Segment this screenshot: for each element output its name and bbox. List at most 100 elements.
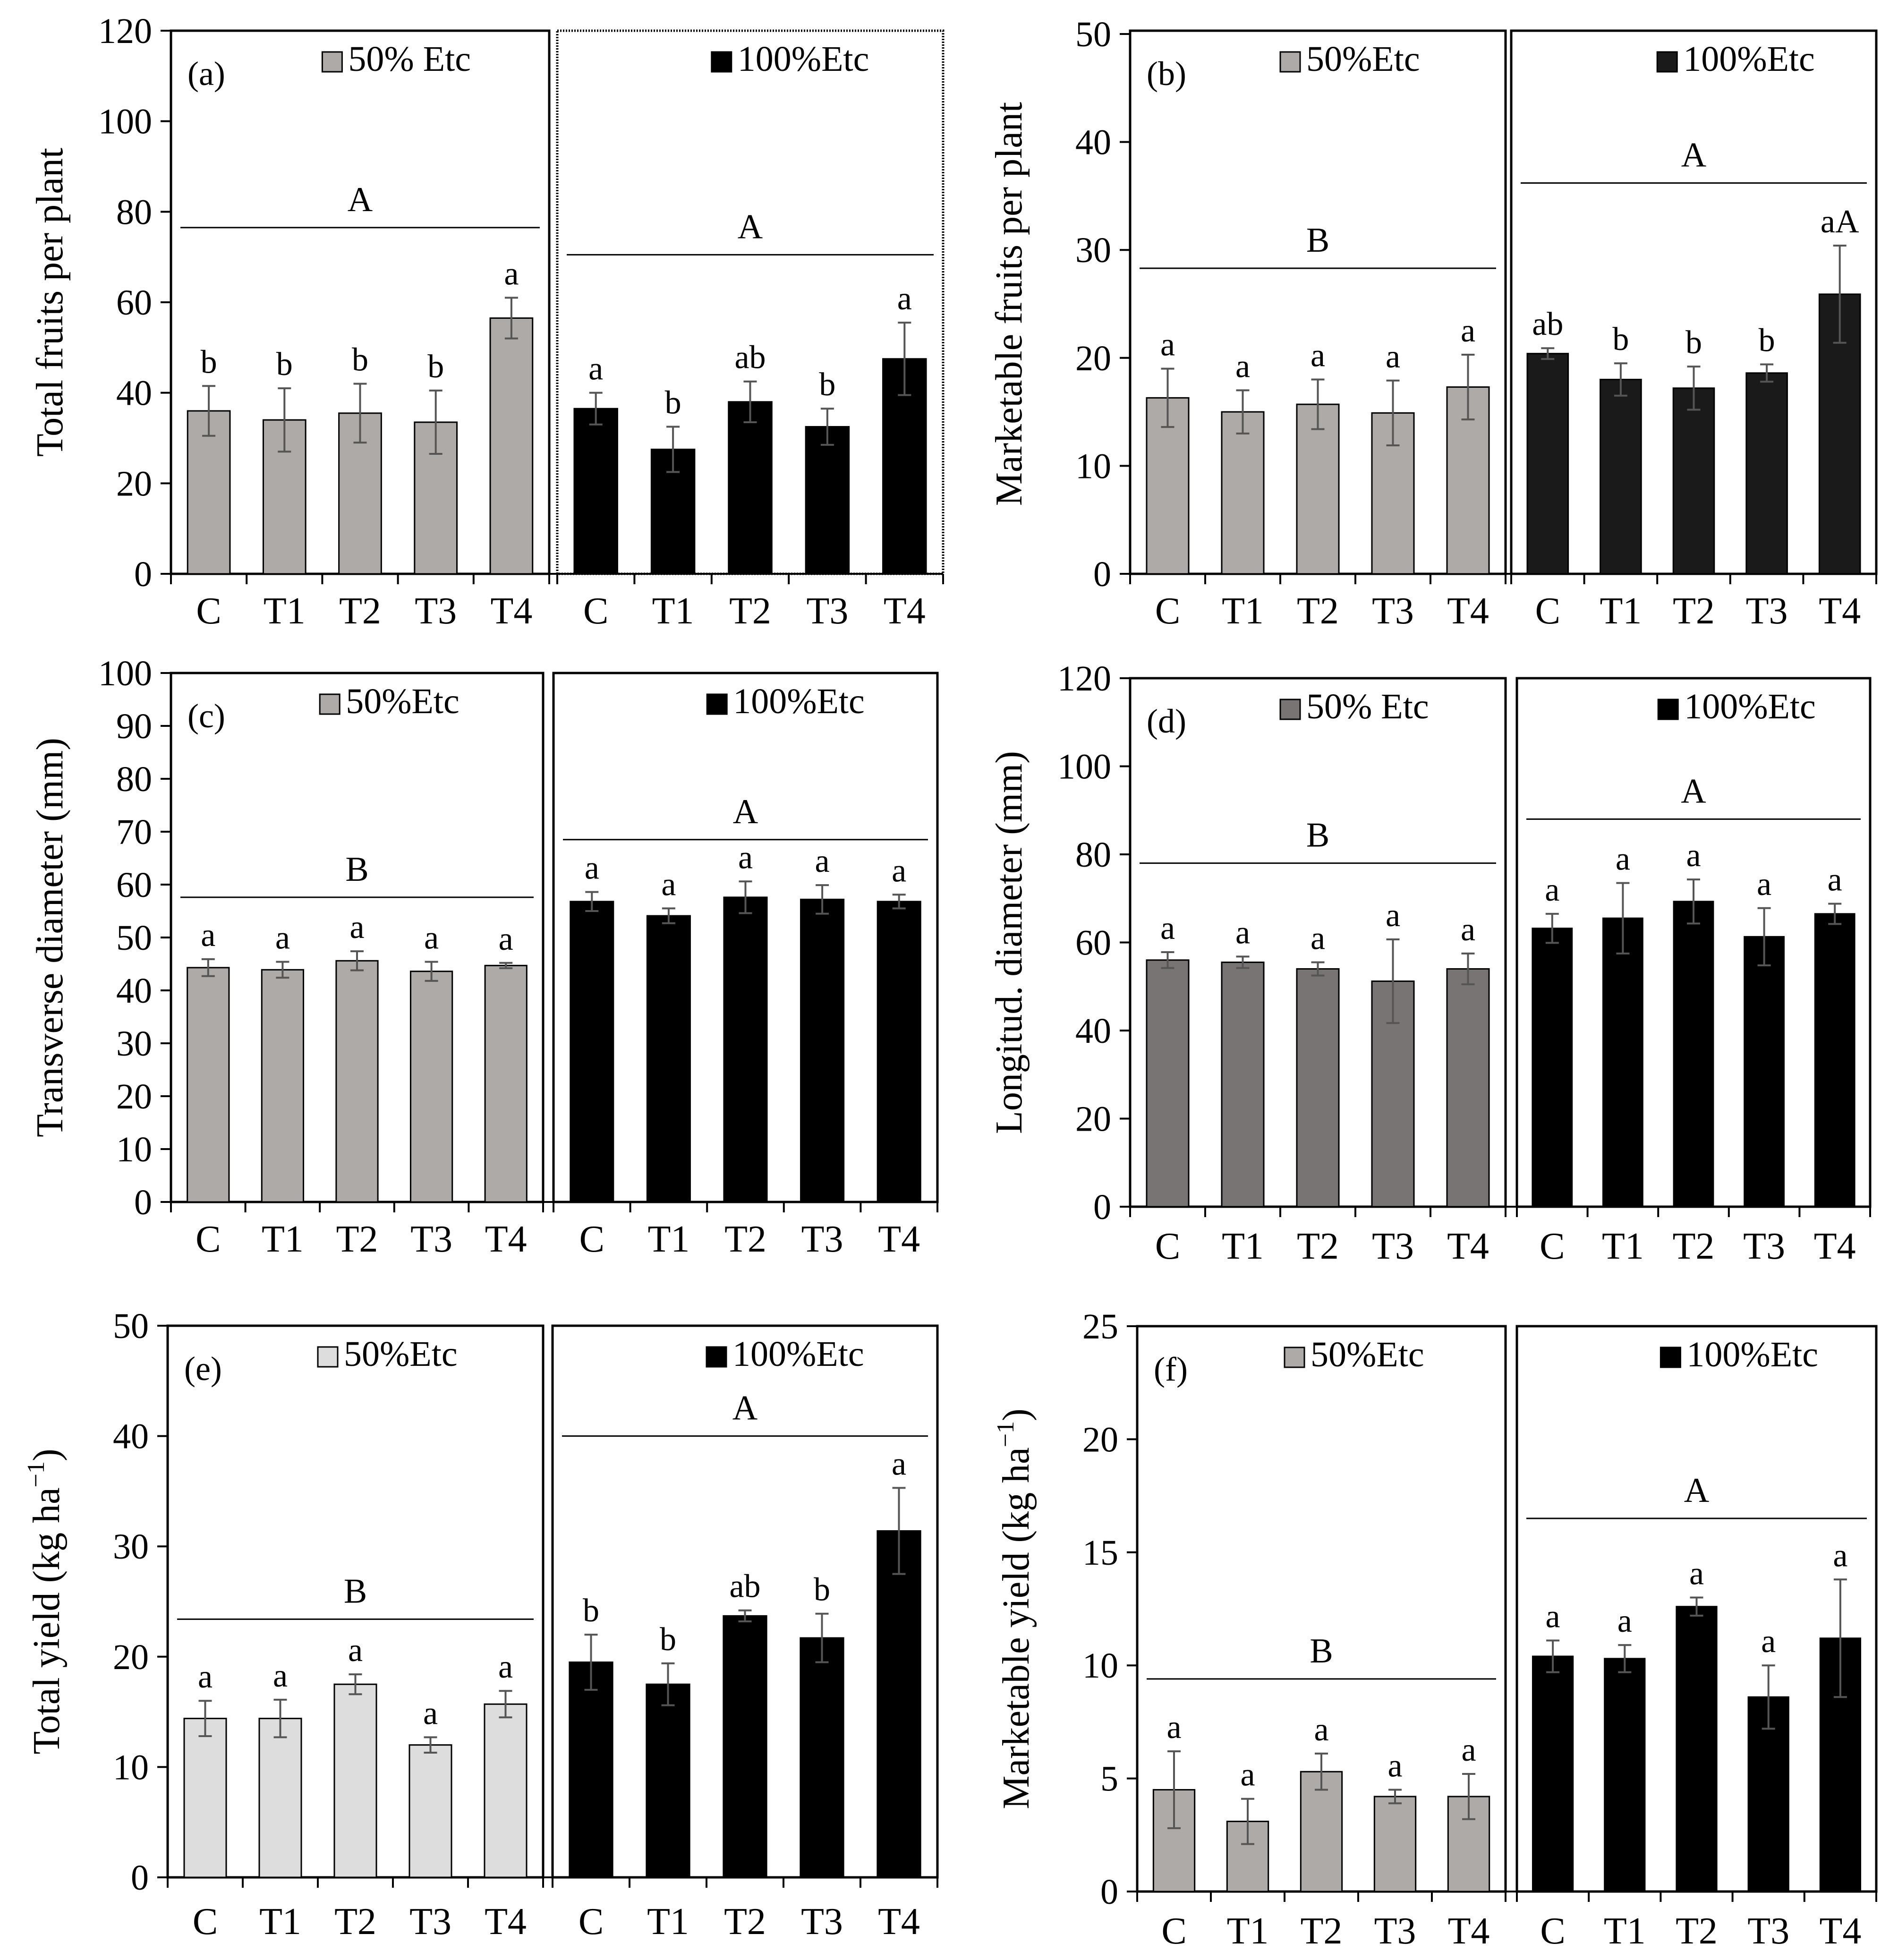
significance-letter: a: [275, 920, 290, 956]
y-axis-label: Transverse diameter (mm): [29, 738, 71, 1137]
x-tick-label: T3: [1372, 590, 1414, 632]
significance-letter: a: [349, 909, 364, 946]
x-tick-label: T3: [1747, 1910, 1789, 1952]
x-tick-label: C: [1155, 590, 1180, 632]
group-letter: A: [738, 207, 763, 246]
significance-letter: a: [1387, 1748, 1402, 1784]
significance-letter: a: [661, 866, 676, 903]
legend-label: 50% Etc: [1306, 687, 1429, 726]
y-tick-label: 80: [116, 759, 152, 799]
group-letter: A: [1681, 136, 1706, 174]
significance-letter: a: [1828, 861, 1842, 898]
legend-swatch: [317, 1346, 339, 1368]
y-tick-label: 50: [1075, 15, 1111, 54]
significance-letter: a: [273, 1658, 288, 1694]
y-tick-label: 0: [1093, 1187, 1111, 1227]
y-tick-label: 30: [116, 1024, 152, 1064]
bar: [1296, 968, 1340, 1208]
significance-letter: a: [1616, 841, 1630, 878]
y-tick-label: 10: [1082, 1646, 1118, 1686]
x-tick-label: T2: [1297, 1226, 1339, 1267]
x-tick-label: T2: [1676, 1910, 1718, 1952]
legend-swatch: [711, 51, 732, 73]
significance-letter: a: [1686, 837, 1701, 874]
y-tick-label: 80: [1075, 835, 1111, 875]
group-letter: B: [1310, 1632, 1333, 1670]
group-letter: A: [1684, 1471, 1709, 1510]
y-axis-label: Marketable fruits per plant: [988, 102, 1030, 506]
x-tick-label: T3: [806, 590, 848, 632]
x-tick-label: T2: [1297, 590, 1339, 632]
bar: [1532, 928, 1573, 1208]
y-tick-label: 40: [113, 1417, 149, 1457]
bar: [1532, 1655, 1574, 1892]
y-tick-label: 20: [113, 1637, 149, 1677]
y-tick-label: 40: [116, 374, 152, 413]
legend-swatch: [1657, 699, 1679, 720]
significance-letter: b: [1685, 324, 1702, 361]
x-tick-label: T1: [652, 590, 694, 632]
significance-letter: a: [498, 1649, 513, 1685]
significance-letter: a: [1386, 339, 1400, 375]
significance-letter: a: [1761, 1623, 1776, 1660]
x-tick-label: T4: [1447, 590, 1489, 632]
bar: [877, 1530, 921, 1878]
bar: [1745, 372, 1788, 575]
significance-letter: a: [1160, 327, 1175, 363]
panel-label: (e): [184, 1350, 222, 1388]
group-letter: A: [733, 793, 758, 831]
significance-letter: a: [1545, 872, 1559, 908]
x-tick-label: T1: [1602, 1226, 1644, 1267]
x-tick-label: T3: [415, 590, 457, 632]
legend-label: 50%Etc: [344, 1334, 458, 1374]
bar: [1146, 397, 1190, 575]
y-tick-label: 20: [1075, 1099, 1111, 1139]
y-tick-label: 20: [116, 1077, 152, 1116]
y-axis-label-close: ): [26, 1449, 68, 1461]
x-tick-label: T1: [1222, 590, 1264, 632]
legend-label: 100%Etc: [738, 39, 869, 79]
x-tick-label: T2: [1673, 1226, 1715, 1267]
bar: [489, 317, 534, 575]
legend-swatch: [321, 51, 343, 73]
bar: [183, 1718, 227, 1878]
chart-panel: 0 20 40 60 80 100 120 Total fruits per plant (a)…: [29, 11, 945, 632]
x-tick-label: T3: [1743, 1226, 1785, 1267]
y-tick-label: 10: [113, 1747, 149, 1787]
x-tick-label: C: [1535, 590, 1560, 632]
significance-letter: a: [1689, 1556, 1704, 1592]
bar: [409, 1744, 452, 1878]
x-tick-label: T1: [262, 1219, 304, 1260]
significance-letter: aA: [1821, 204, 1859, 240]
y-tick-label: 0: [1100, 1872, 1118, 1912]
x-tick-label: T2: [334, 1901, 376, 1943]
bar: [187, 967, 230, 1203]
significance-letter: b: [660, 1621, 676, 1658]
y-axis-label: Longitud. diameter (mm): [988, 751, 1030, 1134]
significance-letter: a: [1311, 338, 1325, 374]
y-axis-label-main: Marketable yield (kg ha: [996, 1447, 1037, 1809]
significance-letter: ab: [1532, 306, 1563, 342]
significance-letter: a: [897, 281, 912, 317]
x-tick-label: T2: [1301, 1910, 1343, 1952]
x-tick-label: C: [1540, 1910, 1565, 1952]
bar: [1446, 968, 1490, 1208]
y-tick-label: 50: [113, 1306, 149, 1346]
y-tick-label: 30: [1075, 230, 1111, 270]
bar: [646, 915, 691, 1203]
y-axis-label: Marketable yield (kg ha−1): [992, 1408, 1037, 1809]
legend-swatch: [1284, 1346, 1305, 1368]
legend-swatch: [1279, 51, 1301, 73]
bar: [800, 1637, 844, 1878]
x-tick-label: T1: [1227, 1910, 1269, 1952]
x-tick-label: T2: [724, 1219, 766, 1260]
x-tick-label: T1: [264, 590, 306, 632]
bar: [1373, 1796, 1417, 1892]
bar: [1600, 379, 1642, 575]
bar: [1604, 1658, 1646, 1892]
significance-letter: b: [201, 344, 217, 380]
x-tick-label: T2: [1673, 590, 1715, 632]
y-tick-label: 40: [116, 971, 152, 1011]
significance-letter: a: [1235, 348, 1250, 384]
y-tick-label: 50: [116, 918, 152, 958]
